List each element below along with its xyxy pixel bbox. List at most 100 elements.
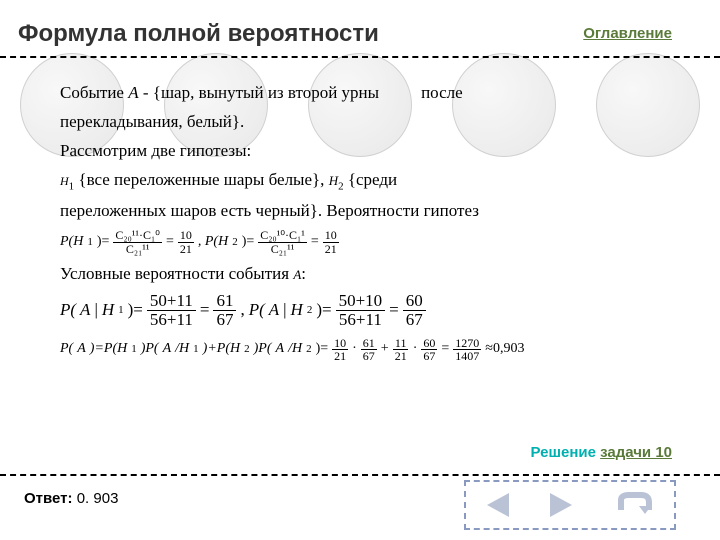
sub: 1 — [118, 303, 124, 318]
sub: 2 — [306, 342, 312, 357]
nav-box — [464, 480, 676, 530]
text: : — [301, 264, 306, 283]
divider-top — [0, 56, 720, 58]
math: = — [389, 299, 399, 322]
text: Событие — [60, 83, 128, 102]
text-line: переложенных шаров есть черный}. Вероятн… — [60, 200, 660, 223]
fraction: 12701407 — [453, 337, 481, 363]
num: C₂₀¹¹·C₁⁰ — [113, 229, 162, 243]
den: 21 — [323, 243, 339, 256]
fraction: 50+1156+11 — [147, 292, 196, 329]
sub: 1 — [131, 342, 137, 357]
fraction: 1121 — [393, 337, 409, 363]
text: Условные вероятности события — [60, 264, 293, 283]
math: · — [413, 340, 418, 359]
text-line: H1 {все переложенные шары белые}, H2 {ср… — [60, 169, 660, 194]
num: 11 — [393, 337, 409, 351]
num: 50+11 — [147, 292, 196, 311]
var-a: A — [128, 83, 138, 102]
num: 60 — [421, 337, 437, 351]
fraction: C₂₀¹¹·C₁⁰C₂₁¹¹ — [113, 229, 162, 255]
text-line: Событие A - {шар, вынутый из второй урны… — [60, 82, 660, 105]
formula-hypothesis-prob: P(H1)= C₂₀¹¹·C₁⁰C₂₁¹¹ = 1021 , P(H2)= C₂… — [60, 229, 660, 255]
var-h: H — [60, 174, 69, 188]
den: 67 — [403, 311, 426, 329]
math: )= — [242, 233, 255, 252]
num: 61 — [361, 337, 377, 351]
text: Решение — [531, 444, 601, 461]
math: · — [352, 340, 357, 359]
toc-link[interactable]: Оглавление — [583, 25, 672, 42]
math: )P( — [141, 340, 159, 359]
var-h: H — [329, 173, 338, 188]
den: 67 — [361, 350, 377, 363]
math: )= — [97, 233, 110, 252]
sub: 2 — [244, 342, 250, 357]
num: 10 — [332, 337, 348, 351]
math: ≈0,903 — [485, 340, 524, 359]
fraction: 1021 — [178, 229, 194, 255]
math: + — [381, 340, 389, 359]
task-link[interactable]: задачи 10 — [600, 444, 672, 461]
math: A — [80, 299, 90, 322]
formula-total-prob: P(A)=P(H1)P(A/H1)+P(H2)P(A/H2)= 1021 · 6… — [60, 337, 660, 363]
return-icon[interactable] — [613, 492, 653, 518]
math: A — [269, 299, 279, 322]
math: , — [240, 299, 244, 322]
math: H — [102, 299, 114, 322]
text: - {шар, вынутый из второй урны — [139, 83, 379, 102]
math: /H — [288, 340, 302, 359]
math: P( — [249, 299, 265, 322]
math: )=P(H — [90, 340, 127, 359]
solution-link: Решение задачи 10 — [531, 444, 672, 461]
answer-label: Ответ: 0. 903 — [24, 490, 118, 507]
fraction: 6167 — [213, 292, 236, 329]
math: A — [77, 340, 86, 359]
fraction: 1021 — [332, 337, 348, 363]
math: P( — [60, 299, 76, 322]
num: 10 — [323, 229, 339, 243]
text-line: Условные вероятности события A: — [60, 263, 660, 286]
den: 56+11 — [147, 311, 196, 329]
num: 61 — [213, 292, 236, 311]
math: = — [441, 340, 449, 359]
math: )= — [128, 299, 143, 322]
num: C₂₀¹⁰·C₁¹ — [258, 229, 307, 243]
den: 21 — [393, 350, 409, 363]
fraction: 1021 — [323, 229, 339, 255]
sub: 2 — [232, 235, 238, 250]
math: )= — [316, 340, 329, 359]
num: 1270 — [453, 337, 481, 351]
content-block: Событие A - {шар, вынутый из второй урны… — [60, 82, 660, 369]
text-line: Рассмотрим две гипотезы: — [60, 140, 660, 163]
sub: 1 — [193, 342, 199, 357]
fraction: C₂₀¹⁰·C₁¹C₂₁¹¹ — [258, 229, 307, 255]
value: 0. 903 — [77, 490, 119, 507]
den: 21 — [332, 350, 348, 363]
text: {все переложенные шары белые}, — [74, 170, 329, 189]
math: H — [291, 299, 303, 322]
math: | — [94, 299, 97, 322]
math: A — [276, 340, 285, 359]
text-line: перекладывания, белый}. — [60, 111, 660, 134]
den: 1407 — [453, 350, 481, 363]
math: )P( — [254, 340, 272, 359]
math: P( — [60, 340, 73, 359]
text: {среди — [344, 170, 398, 189]
fraction: 50+1056+11 — [336, 292, 386, 329]
math: )= — [316, 299, 331, 322]
math: = — [200, 299, 210, 322]
formula-conditional-prob: P(A|H1)= 50+1156+11 = 6167 , P(A|H2)= 50… — [60, 292, 660, 329]
den: 21 — [178, 243, 194, 256]
next-icon[interactable] — [550, 493, 572, 517]
math: , P(H — [198, 233, 228, 252]
den: C₂₁¹¹ — [124, 243, 152, 256]
fraction: 6067 — [421, 337, 437, 363]
math: = — [166, 233, 174, 252]
math: | — [283, 299, 286, 322]
den: 56+11 — [336, 311, 385, 329]
fraction: 6167 — [361, 337, 377, 363]
prev-icon[interactable] — [487, 493, 509, 517]
den: C₂₁¹¹ — [269, 243, 297, 256]
den: 67 — [213, 311, 236, 329]
